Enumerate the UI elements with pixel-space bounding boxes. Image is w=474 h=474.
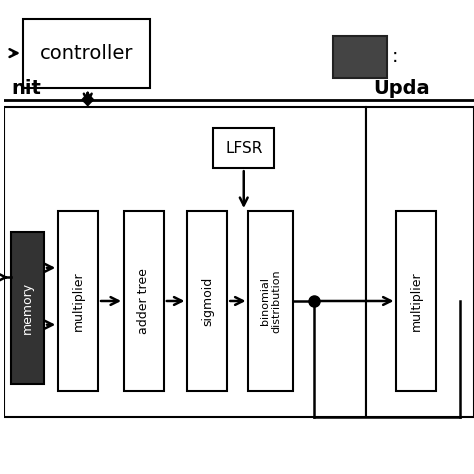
- Bar: [11, 232, 44, 384]
- Bar: [248, 211, 293, 391]
- Text: Upda: Upda: [373, 79, 429, 98]
- Bar: [124, 211, 164, 391]
- Text: sigmoid: sigmoid: [201, 276, 214, 326]
- Polygon shape: [82, 93, 93, 106]
- Bar: [366, 107, 474, 417]
- Bar: [213, 128, 274, 168]
- Bar: [187, 211, 228, 391]
- Text: controller: controller: [40, 44, 133, 63]
- Bar: [4, 107, 366, 417]
- Bar: [58, 211, 98, 391]
- Text: memory: memory: [21, 282, 34, 334]
- Text: binomial
distribution: binomial distribution: [260, 269, 282, 333]
- Text: :: :: [392, 47, 398, 66]
- Bar: [333, 36, 387, 78]
- Text: adder tree: adder tree: [137, 268, 150, 334]
- Text: LFSR: LFSR: [225, 141, 263, 155]
- Bar: [23, 19, 150, 88]
- Text: multiplier: multiplier: [72, 271, 85, 331]
- Text: nit: nit: [11, 79, 41, 98]
- Text: multiplier: multiplier: [410, 271, 423, 331]
- Bar: [396, 211, 437, 391]
